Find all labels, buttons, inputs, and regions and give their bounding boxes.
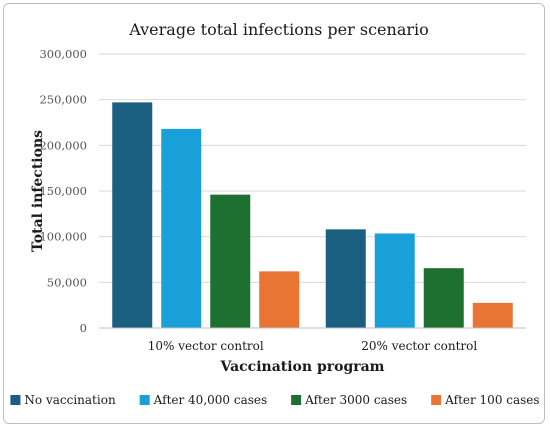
x-axis-categories: 10% vector control 20% vector control: [148, 339, 478, 353]
bar: [374, 233, 415, 328]
bar: [210, 194, 251, 328]
y-tick-label: 300,000: [39, 47, 87, 61]
legend-label: After 40,000 cases: [153, 393, 267, 407]
y-tick-label: 200,000: [39, 138, 87, 152]
legend-swatch: [431, 395, 442, 405]
chart-title: Average total infections per scenario: [128, 20, 429, 39]
bar-chart: Average total infections per scenario 0 5…: [10, 20, 540, 407]
legend-label: After 100 cases: [444, 393, 539, 407]
y-tick-label: 0: [80, 321, 87, 335]
bars: [112, 102, 513, 328]
legend-swatch: [291, 395, 302, 405]
x-category-label: 20% vector control: [361, 339, 477, 353]
legend-swatch: [139, 395, 150, 405]
chart-frame: Average total infections per scenario 0 5…: [3, 3, 545, 424]
y-tick-label: 150,000: [39, 184, 87, 198]
legend-label: After 3000 cases: [304, 393, 407, 407]
y-tick-label: 250,000: [39, 93, 87, 107]
x-axis-title: Vaccination program: [220, 359, 385, 375]
legend-item: No vaccination: [10, 393, 116, 407]
bar: [325, 229, 366, 328]
y-axis-ticks: 0 50,000 100,000 150,000 200,000 250,000 300,0…: [39, 47, 87, 335]
bar: [423, 268, 464, 328]
x-category-label: 10% vector control: [148, 339, 264, 353]
bar: [161, 128, 202, 328]
y-axis-title: Total infections: [30, 130, 46, 252]
bar: [112, 102, 153, 328]
legend-item: After 100 cases: [431, 393, 540, 407]
legend-label: No vaccination: [24, 393, 116, 407]
y-tick-label: 100,000: [39, 230, 87, 244]
bar: [259, 271, 300, 328]
legend: No vaccination After 40,000 cases After 30…: [10, 393, 540, 407]
y-tick-label: 50,000: [47, 275, 87, 289]
legend-item: After 40,000 cases: [139, 393, 267, 407]
bar: [472, 302, 513, 328]
legend-item: After 3000 cases: [291, 393, 407, 407]
legend-swatch: [10, 395, 21, 405]
